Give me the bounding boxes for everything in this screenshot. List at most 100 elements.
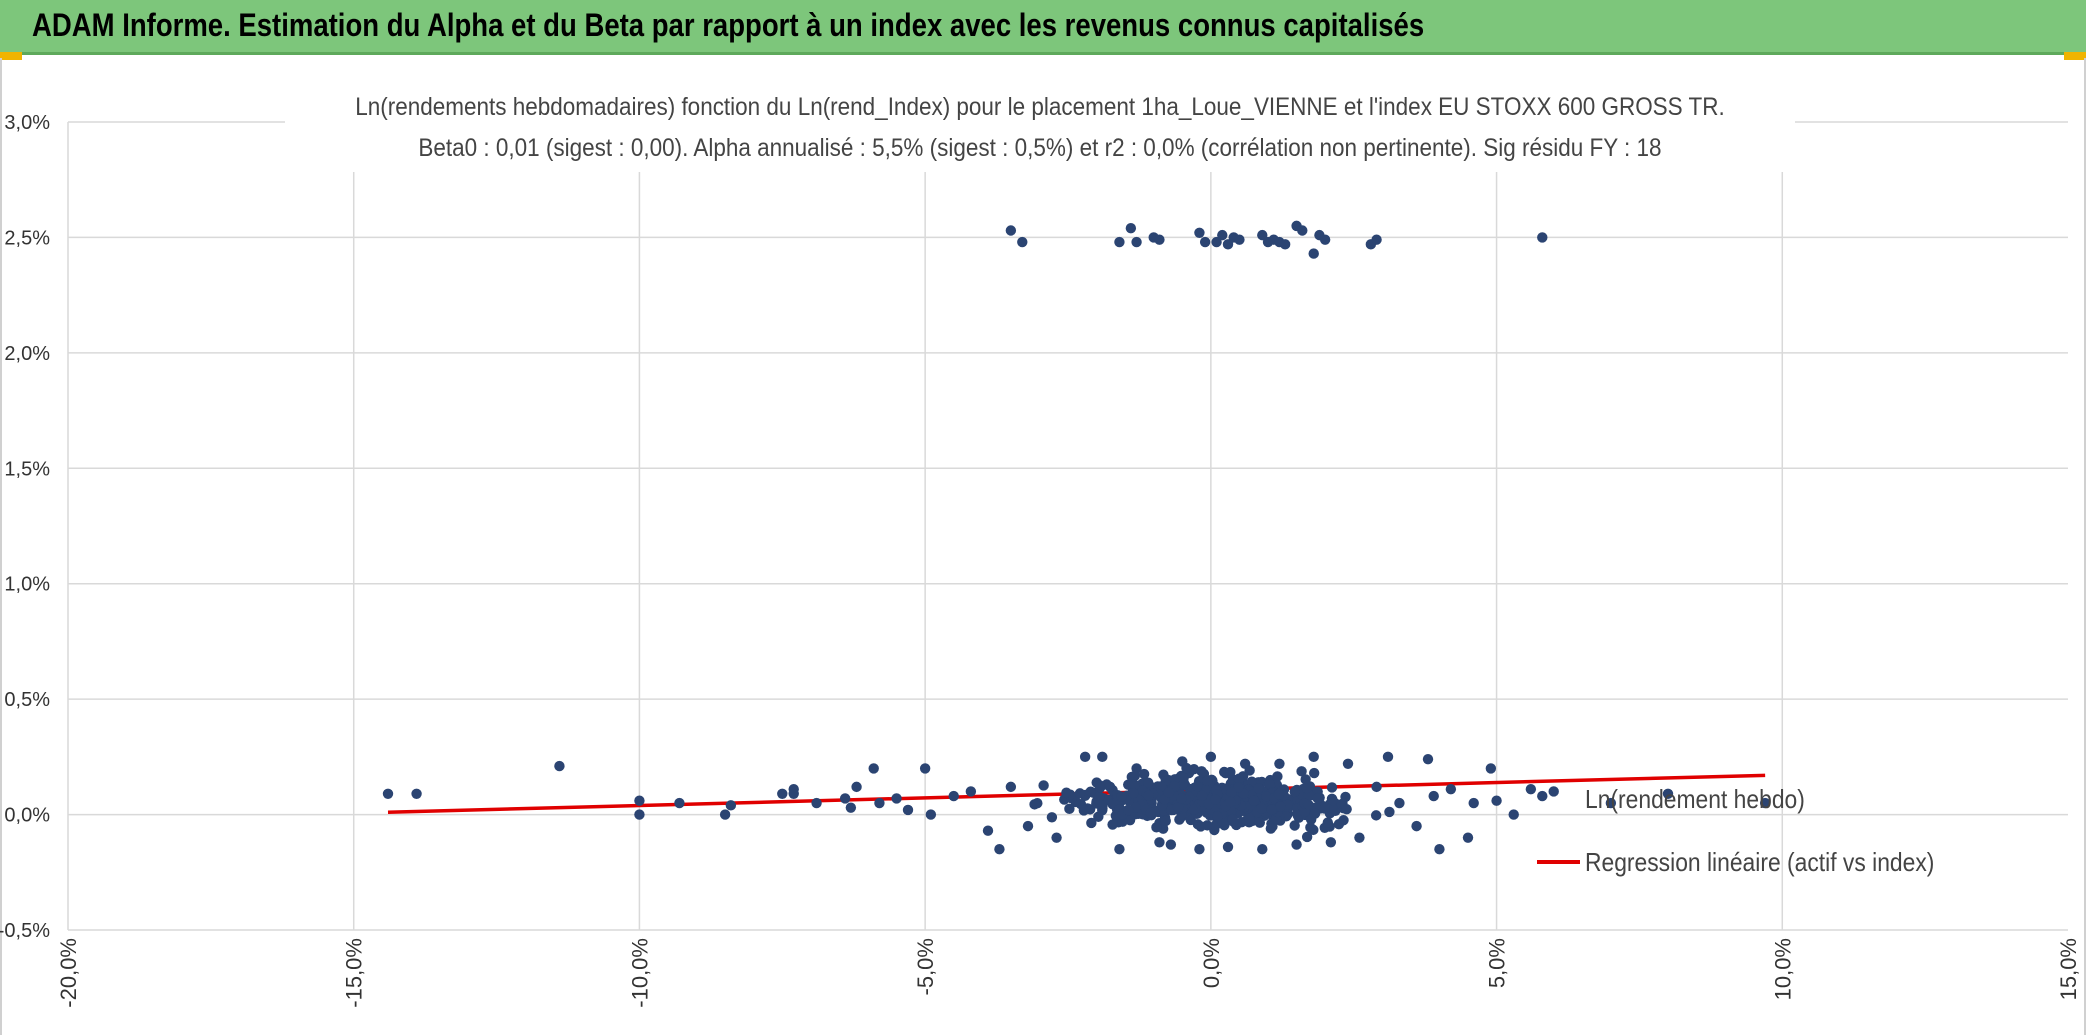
data-point xyxy=(851,781,862,793)
data-point xyxy=(1256,803,1267,814)
data-point xyxy=(1165,839,1177,850)
data-point xyxy=(1322,817,1333,828)
data-point xyxy=(1354,832,1365,843)
data-point xyxy=(1104,781,1116,793)
data-point xyxy=(1116,791,1127,802)
data-point xyxy=(1491,795,1502,806)
data-point xyxy=(1759,797,1771,809)
data-point xyxy=(1225,766,1236,778)
data-point xyxy=(1508,809,1519,820)
data-point xyxy=(874,797,885,809)
data-point xyxy=(1224,796,1236,808)
data-point xyxy=(1074,788,1086,799)
report-title: ADAM Informe. Estimation du Alpha et du … xyxy=(32,7,1425,43)
data-point xyxy=(1078,805,1090,816)
data-point xyxy=(1301,782,1312,794)
data-point xyxy=(1394,797,1405,809)
data-point xyxy=(674,797,685,809)
data-point xyxy=(1222,841,1234,853)
y-tick-label: 2,5% xyxy=(4,227,50,249)
data-point xyxy=(1095,782,1106,793)
data-point xyxy=(1301,831,1313,843)
data-point xyxy=(1248,795,1260,806)
data-point xyxy=(1022,820,1034,832)
data-point xyxy=(1154,234,1165,245)
data-point xyxy=(1128,788,1139,799)
chart-frame xyxy=(0,58,2086,1035)
y-tick-label: 0,0% xyxy=(4,805,50,827)
x-tick-label: 15,0% xyxy=(2056,938,2081,1000)
data-point xyxy=(1195,821,1206,832)
legend: Ln(rendement hebdo) Regression linéaire … xyxy=(1537,786,1934,878)
data-point xyxy=(1143,777,1154,788)
data-point xyxy=(1097,751,1108,763)
data-point xyxy=(891,793,902,804)
data-point xyxy=(1222,239,1234,250)
legend-label-regression: Regression linéaire (actif vs index) xyxy=(1585,849,1934,878)
data-point xyxy=(1212,811,1223,822)
data-point xyxy=(1445,783,1457,795)
data-point xyxy=(411,788,422,799)
data-point xyxy=(1289,820,1300,831)
data-point xyxy=(634,809,645,820)
data-point xyxy=(382,788,394,799)
data-point xyxy=(1291,839,1302,850)
data-point xyxy=(1244,765,1255,776)
data-point xyxy=(1265,823,1277,834)
x-tick-label: -5,0% xyxy=(913,938,938,995)
data-point xyxy=(1485,763,1497,774)
data-point xyxy=(1246,776,1258,787)
data-point xyxy=(1300,774,1311,785)
data-point xyxy=(1122,804,1134,816)
data-point xyxy=(777,788,788,799)
data-point xyxy=(1411,820,1422,832)
data-point xyxy=(1274,758,1285,769)
data-point xyxy=(1079,751,1091,763)
scatter-points xyxy=(382,220,1771,855)
data-point xyxy=(1273,789,1285,800)
data-point xyxy=(948,790,959,802)
data-point xyxy=(725,800,737,811)
data-point xyxy=(1537,232,1548,243)
data-point xyxy=(1086,817,1097,829)
data-point xyxy=(1257,844,1268,855)
data-point xyxy=(1289,786,1300,797)
data-point xyxy=(1125,222,1137,234)
data-point xyxy=(1227,813,1238,825)
chart-subtitle: Beta0 : 0,01 (sigest : 0,00). Alpha annu… xyxy=(418,134,1661,162)
data-point xyxy=(919,763,931,774)
y-tick-label: 2,0% xyxy=(4,343,50,365)
data-point xyxy=(1319,234,1331,245)
data-point xyxy=(1254,817,1266,828)
y-tick-label: 0,5% xyxy=(4,689,50,711)
data-point xyxy=(1038,780,1049,791)
data-point xyxy=(634,795,645,806)
data-point xyxy=(1370,810,1382,821)
data-point xyxy=(1333,819,1345,830)
data-point xyxy=(1129,779,1140,791)
data-point xyxy=(1131,236,1142,248)
y-tick-label: 1,0% xyxy=(4,574,50,596)
data-point xyxy=(1046,812,1058,823)
x-tick-label: -10,0% xyxy=(627,938,652,1008)
data-point xyxy=(1172,802,1184,813)
data-point xyxy=(1462,832,1474,843)
data-point xyxy=(554,760,565,772)
data-point xyxy=(1194,844,1205,855)
data-point xyxy=(1308,248,1319,259)
data-point xyxy=(1191,781,1203,792)
data-point xyxy=(1296,766,1307,777)
data-point xyxy=(1342,758,1354,769)
data-point xyxy=(1319,803,1330,814)
data-point xyxy=(1605,797,1617,809)
data-point xyxy=(1181,762,1192,774)
data-point xyxy=(1548,786,1559,797)
data-point xyxy=(1266,804,1278,815)
data-point xyxy=(1384,806,1395,818)
data-point xyxy=(1326,782,1338,793)
data-point xyxy=(1114,844,1125,855)
legend-label-scatter: Ln(rendement hebdo) xyxy=(1585,786,1805,815)
data-point xyxy=(1205,751,1217,763)
data-point xyxy=(902,804,914,816)
data-point xyxy=(1325,837,1337,848)
